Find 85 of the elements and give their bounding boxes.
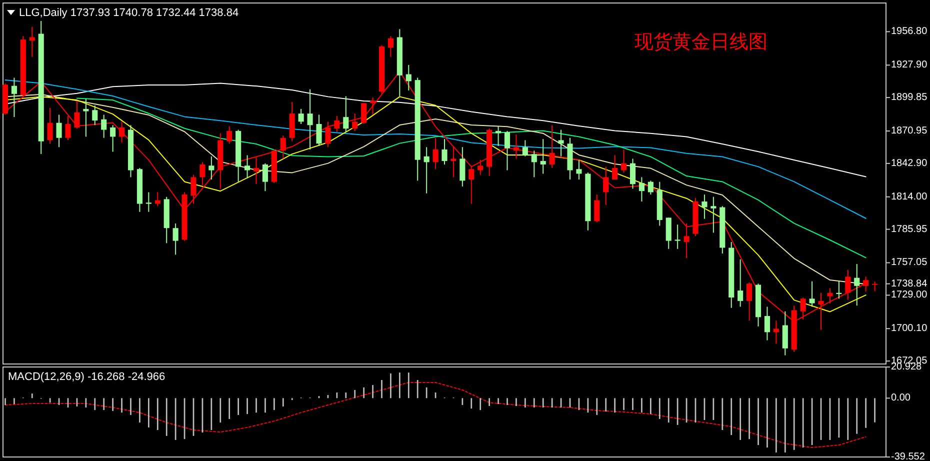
candlestick xyxy=(200,162,206,186)
y-tick-label: 1757.05 xyxy=(891,257,928,268)
y-tick-label: 1870.95 xyxy=(891,125,928,136)
y-tick-label: 1842.90 xyxy=(891,158,928,169)
candlestick xyxy=(468,165,474,204)
candlestick xyxy=(845,269,851,300)
candlestick xyxy=(460,146,466,187)
candlestick xyxy=(764,306,770,341)
candlestick xyxy=(674,224,680,250)
y-tick-label: 1956.80 xyxy=(891,26,928,38)
candlestick xyxy=(621,148,627,174)
candlestick xyxy=(110,124,116,152)
candlestick xyxy=(638,176,644,202)
candlestick xyxy=(92,104,98,126)
candlestick xyxy=(738,258,744,308)
candlestick xyxy=(612,154,618,180)
candlestick xyxy=(782,310,788,356)
y-tick-label: -39.552 xyxy=(891,452,926,461)
candlestick xyxy=(352,113,358,132)
candlestick xyxy=(603,166,609,206)
candlestick xyxy=(325,121,331,148)
candlestick xyxy=(29,26,35,58)
candlestick xyxy=(74,100,80,130)
candlestick xyxy=(11,77,17,118)
y-tick-label: 1700.10 xyxy=(891,323,928,334)
candlestick xyxy=(262,162,268,192)
candlestick xyxy=(226,126,232,144)
candlestick xyxy=(146,192,152,212)
candlestick xyxy=(630,158,636,190)
y-tick-label: 1814.00 xyxy=(891,191,928,202)
chart-title: MACD(12,26,9) -16.268 -24.966 xyxy=(8,371,166,383)
candlestick xyxy=(594,194,600,223)
candlestick xyxy=(253,157,260,185)
candlestick xyxy=(549,124,555,168)
candlestick xyxy=(343,96,349,133)
candlestick xyxy=(154,192,160,207)
candlestick xyxy=(478,159,484,176)
candlestick xyxy=(83,98,89,138)
annotation: 现货黄金日线图 xyxy=(634,32,768,53)
y-tick-label: 1729.00 xyxy=(891,290,928,301)
candlestick xyxy=(424,146,430,194)
candlestick xyxy=(280,135,286,160)
y-tick-label: 1927.90 xyxy=(891,60,928,71)
candlestick xyxy=(388,36,394,58)
candlestick xyxy=(361,102,367,124)
candlestick xyxy=(504,130,510,171)
candlestick xyxy=(531,150,537,178)
candlestick xyxy=(298,108,304,124)
y-tick-label: 1738.84 xyxy=(891,278,928,290)
y-tick-label: 1899.85 xyxy=(891,92,928,104)
candlestick xyxy=(47,107,53,144)
candlestick xyxy=(56,114,62,148)
candlestick xyxy=(854,263,860,306)
candlestick xyxy=(432,137,438,170)
candlestick xyxy=(576,159,582,180)
candlestick xyxy=(208,156,214,180)
candlestick xyxy=(702,194,708,220)
candlestick xyxy=(710,196,716,234)
candlestick xyxy=(450,145,456,178)
candlestick xyxy=(316,114,322,146)
candlestick xyxy=(648,180,654,196)
candlestick xyxy=(773,320,779,344)
candlestick xyxy=(101,114,107,138)
candlestick xyxy=(827,288,833,304)
y-tick-label: 0.00 xyxy=(891,392,911,404)
candlestick xyxy=(800,296,806,320)
chart-title: LLG,Daily 1737.93 1740.78 1732.44 1738.84 xyxy=(19,7,239,19)
candlestick xyxy=(666,217,672,250)
candlestick xyxy=(684,222,690,259)
candlestick xyxy=(334,115,340,133)
candlestick xyxy=(872,281,878,292)
candlestick xyxy=(307,88,313,150)
candlestick xyxy=(558,129,564,157)
candlestick xyxy=(540,138,546,174)
candlestick xyxy=(244,154,250,179)
candlestick xyxy=(172,222,178,256)
candlestick xyxy=(513,134,519,160)
candlestick xyxy=(119,121,125,143)
candlestick xyxy=(442,138,448,165)
candlestick xyxy=(522,140,528,157)
candlestick xyxy=(190,174,196,204)
candlestick xyxy=(406,64,412,91)
y-tick-label: 1785.95 xyxy=(891,224,928,235)
candlestick xyxy=(809,280,815,308)
candlestick xyxy=(65,115,71,141)
